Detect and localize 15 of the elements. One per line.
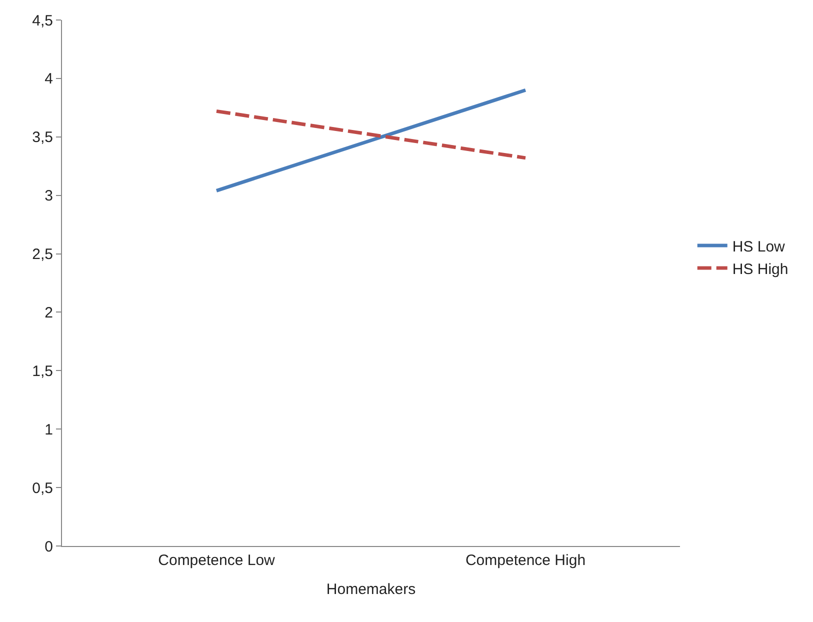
y-tick-label: 2 xyxy=(44,304,53,322)
y-tick-label: 4,5 xyxy=(32,12,53,30)
x-tick-label: Competence Low xyxy=(158,552,276,569)
y-tick-label: 2,5 xyxy=(32,246,53,264)
x-axis-title: Homemakers xyxy=(326,581,416,598)
legend-label: HS High xyxy=(732,260,788,278)
legend-label: HS Low xyxy=(732,238,786,256)
y-tick-label: 1,5 xyxy=(32,362,53,380)
y-tick-label: 1 xyxy=(44,421,53,438)
y-tick-label: 3,5 xyxy=(32,129,53,146)
y-tick-label: 3 xyxy=(44,188,53,205)
y-tick-label: 0,5 xyxy=(32,480,53,497)
y-tick-label: 0 xyxy=(44,538,53,556)
x-tick-label: Competence High xyxy=(465,552,586,569)
y-tick-label: 4 xyxy=(44,70,53,88)
